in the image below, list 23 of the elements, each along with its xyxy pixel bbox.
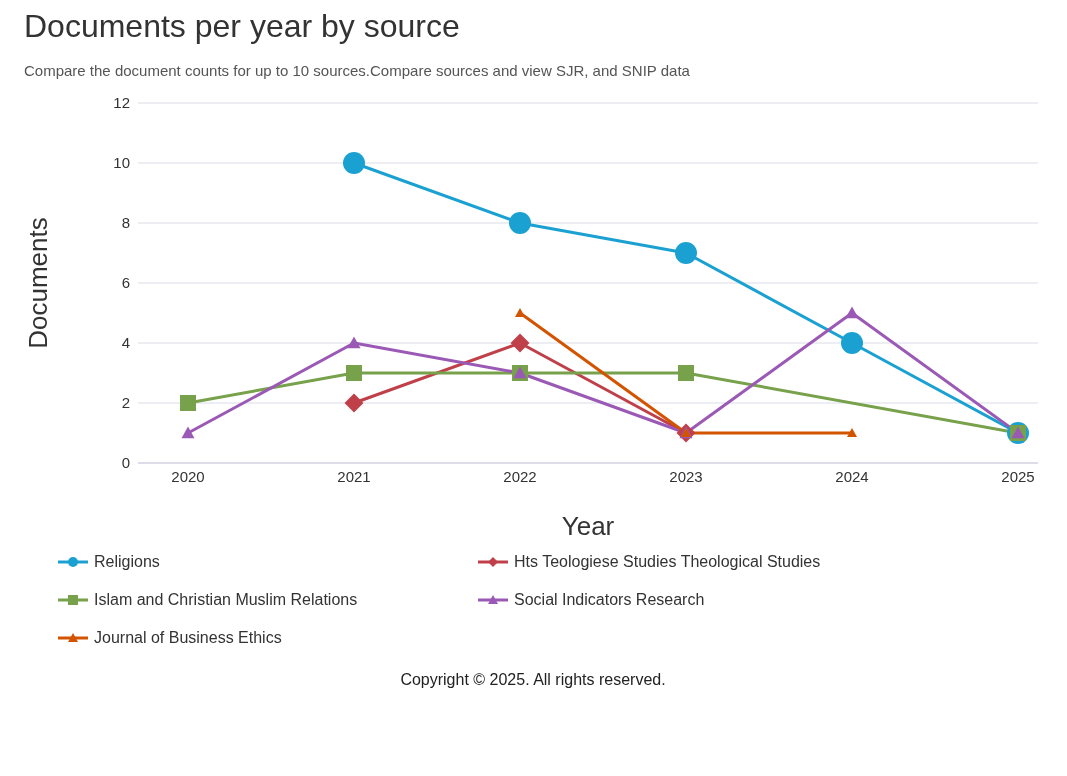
- y-tick-label: 10: [113, 154, 130, 172]
- x-tick-label: 2022: [503, 467, 537, 485]
- y-tick-label: 0: [121, 454, 130, 472]
- y-tick-label: 4: [121, 334, 130, 352]
- legend-label: Hts Teologiese Studies Theological Studies: [514, 553, 821, 571]
- chart-subtitle: Compare the document counts for up to 10 sources.Compare sources and view SJR, and SNIP data: [23, 61, 691, 81]
- x-tick-label: 2023: [669, 467, 703, 485]
- y-axis-title: Documents: [23, 217, 54, 349]
- x-tick-label: 2024: [835, 467, 869, 485]
- legend-label: Social Indicators Research: [514, 591, 705, 609]
- x-tick-label: 2020: [171, 467, 205, 485]
- y-tick-label: 12: [113, 94, 130, 112]
- y-tick-label: 2: [121, 394, 130, 412]
- y-tick-label: 8: [121, 214, 130, 232]
- x-tick-label: 2025: [1001, 467, 1035, 485]
- legend-label: Islam and Christian Muslim Relations: [94, 591, 358, 609]
- x-tick-label: 2021: [337, 467, 371, 485]
- y-tick-label: 6: [121, 274, 130, 292]
- legend-label: Religions: [94, 553, 160, 571]
- chart-title: Documents per year by source: [24, 8, 461, 45]
- text: Copyright © 2025. All rights reserved.: [399, 671, 667, 689]
- x-axis-title: Year: [561, 511, 615, 541]
- legend-label: Journal of Business Ethics: [94, 629, 282, 647]
